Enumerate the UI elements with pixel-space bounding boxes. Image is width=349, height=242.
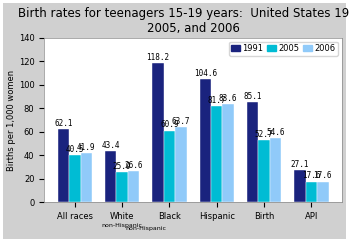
Title: Birth rates for teenagers 15-19 years:  United States 1991,
2005, and 2006: Birth rates for teenagers 15-19 years: U… bbox=[18, 7, 349, 35]
Text: 62.1: 62.1 bbox=[54, 119, 73, 128]
Text: 40.5: 40.5 bbox=[66, 144, 84, 153]
Text: 27.1: 27.1 bbox=[291, 160, 309, 169]
Bar bbox=[306, 182, 317, 202]
Text: 17.6: 17.6 bbox=[313, 172, 332, 181]
Bar bbox=[58, 129, 69, 202]
Bar bbox=[105, 151, 117, 202]
Text: 43.4: 43.4 bbox=[102, 141, 120, 150]
Bar bbox=[247, 102, 258, 202]
Bar bbox=[152, 63, 164, 202]
Bar bbox=[128, 171, 139, 202]
Text: 52.7: 52.7 bbox=[255, 130, 273, 139]
Text: 81.7: 81.7 bbox=[208, 96, 226, 105]
Bar bbox=[117, 172, 128, 202]
Bar bbox=[164, 131, 175, 202]
Text: 25.9: 25.9 bbox=[113, 162, 132, 171]
Text: 17.6: 17.6 bbox=[302, 172, 321, 181]
Bar bbox=[223, 104, 234, 202]
Bar bbox=[211, 106, 223, 202]
Bar bbox=[258, 140, 270, 202]
Text: 41.9: 41.9 bbox=[77, 143, 96, 152]
Bar bbox=[175, 127, 187, 202]
Bar bbox=[69, 155, 81, 202]
Bar bbox=[81, 153, 92, 202]
Text: 26.6: 26.6 bbox=[124, 161, 143, 170]
Text: 85.1: 85.1 bbox=[243, 92, 262, 101]
Text: non-Hispanic: non-Hispanic bbox=[125, 227, 166, 231]
Text: 60.9: 60.9 bbox=[160, 121, 179, 129]
Text: 104.6: 104.6 bbox=[194, 69, 217, 78]
Text: non-Hispanic: non-Hispanic bbox=[102, 223, 143, 228]
Text: 54.6: 54.6 bbox=[266, 128, 285, 137]
Text: 63.7: 63.7 bbox=[172, 117, 190, 126]
Text: 118.2: 118.2 bbox=[147, 53, 170, 62]
Bar bbox=[294, 170, 306, 202]
Bar bbox=[270, 138, 281, 202]
Text: 83.6: 83.6 bbox=[219, 94, 237, 103]
Y-axis label: Births per 1,000 women: Births per 1,000 women bbox=[7, 69, 16, 171]
Bar bbox=[200, 79, 211, 202]
Bar bbox=[317, 182, 328, 202]
Legend: 1991, 2005, 2006: 1991, 2005, 2006 bbox=[229, 42, 338, 56]
